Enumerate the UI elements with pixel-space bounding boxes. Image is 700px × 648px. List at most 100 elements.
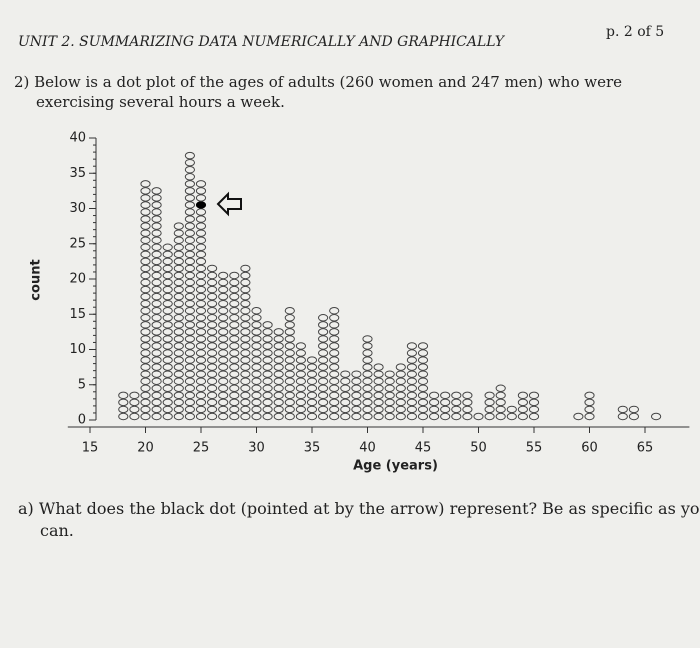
dot (240, 335, 251, 343)
dot (151, 314, 162, 322)
dot (495, 391, 506, 400)
dot (528, 398, 540, 407)
dot (384, 405, 395, 414)
dot (406, 356, 417, 364)
dot (329, 328, 340, 336)
dot (528, 405, 540, 414)
dot (195, 299, 207, 308)
dot (251, 363, 262, 371)
y-tick-label: 20 (69, 272, 86, 287)
dot (184, 158, 195, 167)
dot (584, 391, 595, 400)
dot (140, 292, 151, 301)
dot (295, 342, 306, 350)
dot (340, 377, 351, 385)
dot (184, 370, 195, 378)
dot (262, 356, 273, 364)
dot (417, 349, 429, 357)
dot (207, 271, 218, 280)
dot (417, 363, 429, 371)
dot (284, 314, 295, 322)
dot (195, 412, 207, 421)
dot (173, 285, 184, 294)
dot (207, 278, 218, 287)
dot (373, 370, 384, 378)
dot (295, 370, 306, 378)
dot (362, 398, 373, 407)
dot (295, 349, 306, 357)
dot (417, 412, 429, 421)
dot (340, 391, 351, 400)
dot (140, 299, 151, 308)
dot (495, 405, 506, 414)
dot (195, 180, 207, 188)
dot (173, 222, 184, 230)
dot (406, 398, 417, 407)
dot (395, 377, 406, 385)
dot (151, 391, 162, 400)
dot (118, 405, 129, 414)
dot (273, 349, 284, 357)
dot (617, 412, 628, 421)
dot (429, 412, 440, 421)
dot (151, 264, 162, 273)
dot (140, 370, 151, 378)
dot (406, 377, 417, 385)
dot (429, 398, 440, 407)
dot (218, 328, 229, 336)
dot (184, 229, 195, 237)
highlight-dot (195, 201, 207, 209)
dot (318, 370, 329, 378)
dot (406, 391, 417, 400)
dot (229, 377, 240, 385)
dot (140, 243, 151, 251)
dot (140, 314, 151, 322)
dot (151, 370, 162, 378)
dot (495, 398, 506, 407)
dot (162, 321, 173, 329)
dot (306, 412, 318, 421)
dot (417, 377, 429, 385)
dot (173, 370, 184, 378)
dot (140, 391, 151, 400)
dot (151, 292, 162, 301)
dot (373, 405, 384, 414)
dot (140, 180, 151, 188)
dot (218, 314, 229, 322)
dot (528, 412, 540, 421)
dot (462, 391, 473, 400)
dot (251, 356, 262, 364)
dot (395, 398, 406, 407)
dot (240, 391, 251, 400)
dot (240, 370, 251, 378)
dot (329, 377, 340, 385)
dot (406, 412, 417, 421)
dot (195, 194, 207, 202)
dot (395, 412, 406, 421)
dot (440, 412, 451, 421)
dot (162, 384, 173, 392)
dot (151, 412, 162, 421)
dot (151, 257, 162, 266)
dot (262, 412, 273, 421)
dot (628, 412, 640, 421)
dot (151, 356, 162, 364)
dot (351, 377, 362, 385)
dot (429, 391, 440, 400)
dot (140, 349, 151, 357)
dot (184, 180, 195, 188)
dot (151, 285, 162, 294)
dot (140, 356, 151, 364)
dot (517, 391, 529, 400)
dot (162, 363, 173, 371)
dot (151, 363, 162, 371)
dot (251, 328, 262, 336)
dot (362, 363, 373, 371)
dot (584, 398, 595, 407)
dot (140, 363, 151, 371)
dot (151, 271, 162, 280)
dot (506, 412, 517, 421)
dot (195, 222, 207, 230)
y-axis-label: count (29, 259, 44, 300)
dot (207, 328, 218, 336)
